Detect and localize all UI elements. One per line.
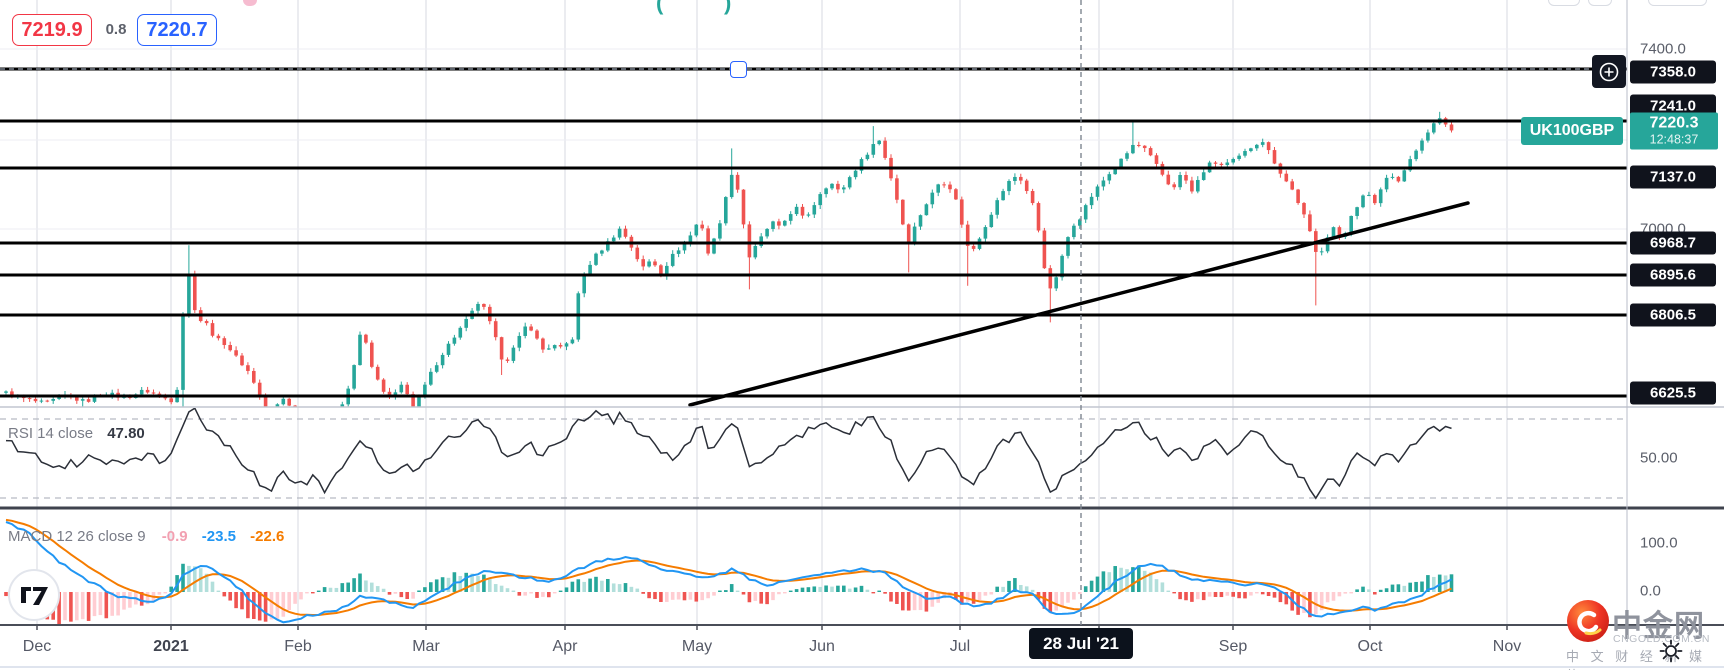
buy-ask-button[interactable]: 7220.7 <box>137 14 217 46</box>
spread-value: 0.8 <box>105 21 127 38</box>
clipped-symbol-text-fragment: ( <box>656 0 664 15</box>
price-scale-tick: 7400.0 <box>1640 40 1686 58</box>
macd-header[interactable]: MACD 12 26 close 9 -0.9 -23.5 -22.6 <box>8 528 284 545</box>
cngold-logo-icon <box>1567 600 1609 642</box>
sell-bid-button[interactable]: 7219.9 <box>12 14 92 46</box>
watermark-brand: 中金网 <box>1612 610 1705 643</box>
macd-signal-value: -22.6 <box>250 528 285 545</box>
crosshair-date-label: 28 Jul '21 <box>1029 628 1133 659</box>
macd-scale-tick: 0.0 <box>1640 582 1661 600</box>
time-scale-month-label: Jul <box>949 638 971 655</box>
time-scale-month-label: Apr <box>552 638 578 655</box>
sun-cursor-icon <box>1659 639 1683 663</box>
time-scale-month-label: Dec <box>22 638 52 655</box>
current-price-box: 7220.3 12:48:37 <box>1630 112 1718 150</box>
price-level-label: 7137.0 <box>1630 165 1716 189</box>
macd-line <box>5 521 1452 624</box>
add-alert-plus-button[interactable] <box>1592 55 1626 88</box>
clipped-toolbar-button <box>1588 0 1612 6</box>
macd-hist-value: -0.9 <box>161 528 188 545</box>
time-scale-month-label: Feb <box>284 638 312 655</box>
rsi-header[interactable]: RSI 14 close 47.80 <box>8 425 145 442</box>
price-level-label: 7241.0 <box>1630 94 1716 118</box>
symbol-label: UK100GBP <box>1521 117 1623 145</box>
rsi-line <box>5 408 1452 500</box>
price-level-label: 6968.7 <box>1630 231 1716 255</box>
clipped-symbol-text-fragment: ) <box>724 0 732 15</box>
watermark-domain: CNGOLD.COM.CN <box>1613 633 1710 645</box>
price-level-label: 6806.5 <box>1630 303 1716 327</box>
time-scale-month-label: Oct <box>1357 638 1383 655</box>
clipped-pink-badge-fragment <box>243 0 257 6</box>
macd-title: MACD 12 26 close 9 <box>8 528 146 545</box>
time-scale-month-label: Nov <box>1492 638 1522 655</box>
price-level-label: 7358.0 <box>1630 60 1716 84</box>
time-scale-month-label: Sep <box>1218 638 1248 655</box>
circle-plus-icon <box>1599 62 1619 81</box>
rsi-value: 47.80 <box>107 425 145 442</box>
time-scale-month-label: 2021 <box>153 638 189 655</box>
line-drag-handle[interactable] <box>730 61 747 78</box>
ascending-trendline <box>688 201 1470 407</box>
price-level-label: 6625.5 <box>1630 381 1716 405</box>
time-scale-month-label: Mar <box>412 638 440 655</box>
macd-line-value: -23.5 <box>201 528 236 545</box>
current-price-value: 7220.3 <box>1649 114 1699 132</box>
time-scale-month-label: Jun <box>809 638 835 655</box>
rsi-title: RSI 14 close <box>8 425 94 442</box>
macd-signal-line <box>5 518 1452 616</box>
rsi-scale-tick: 50.00 <box>1640 449 1678 467</box>
clipped-toolbar-button <box>1548 0 1580 6</box>
clipped-toolbar-button <box>1648 0 1707 6</box>
time-scale-month-label: May <box>681 638 713 655</box>
candles <box>4 111 1454 407</box>
tradingview-logo-icon[interactable] <box>7 568 61 622</box>
watermark-tagline: 中 文 财 经 新 媒 体 <box>1566 649 1707 670</box>
price-level-label: 6895.6 <box>1630 263 1716 287</box>
macd-plot <box>4 518 1454 625</box>
current-price-time: 12:48:37 <box>1649 132 1699 147</box>
macd-scale-tick: 100.0 <box>1640 534 1678 552</box>
